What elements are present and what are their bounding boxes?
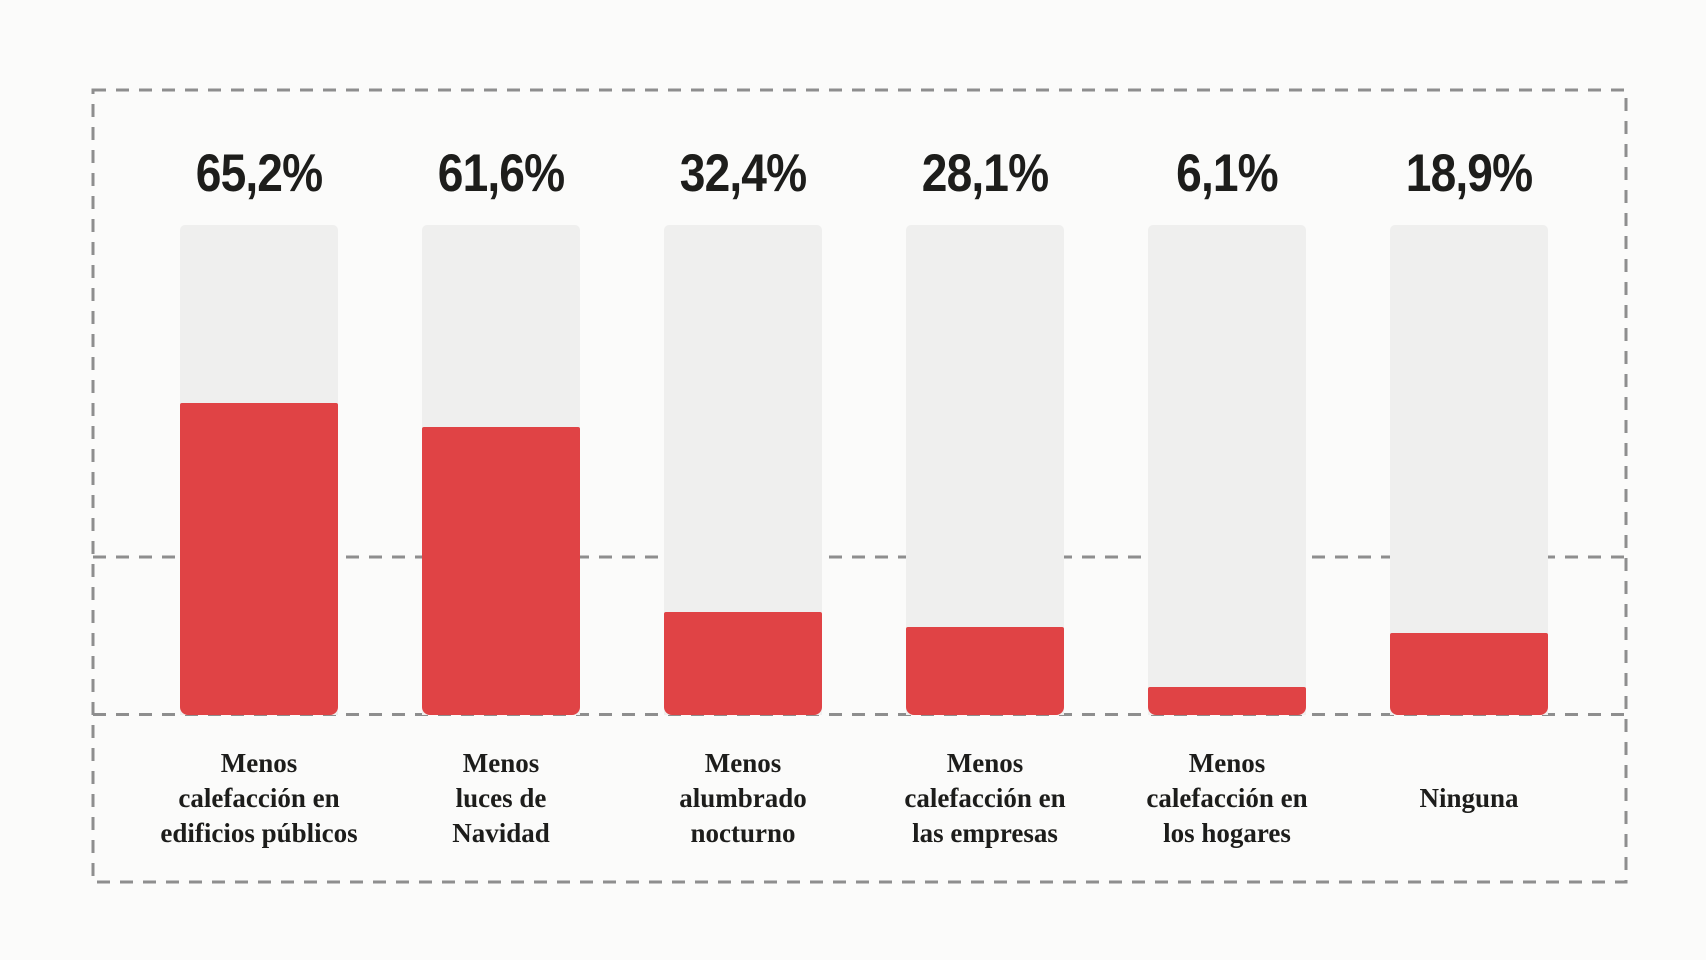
bar-fill — [906, 627, 1064, 715]
bar-value-label: 65,2% — [195, 144, 323, 203]
bar-value-label: 18,9% — [1405, 144, 1533, 203]
bar-category-label: Ninguna — [1419, 782, 1519, 813]
bar-track — [1390, 225, 1548, 715]
bar-category-label: Menos luces de Navidad — [452, 747, 550, 848]
bar-track — [664, 225, 822, 715]
dashed-frame-border — [91, 88, 1628, 884]
bar-fill — [1148, 687, 1306, 715]
bar-fill — [1390, 633, 1548, 715]
bar-value-label: 28,1% — [921, 144, 1049, 203]
bar-value-label: 61,6% — [437, 144, 565, 203]
bar-value-label: 32,4% — [679, 144, 807, 203]
bar-track — [906, 225, 1064, 715]
bar-track — [1148, 225, 1306, 715]
bar-category-label: Menos calefacción en los hogares — [1146, 747, 1308, 848]
bar-track — [180, 225, 338, 715]
bar-fill — [180, 403, 338, 715]
bar-category-label: Menos alumbrado nocturno — [679, 747, 807, 848]
bar-category-label: Menos calefacción en edificios públicos — [160, 747, 358, 848]
bar-track — [422, 225, 580, 715]
bar-category-label: Menos calefacción en las empresas — [904, 747, 1066, 848]
bar-fill — [422, 427, 580, 715]
bar-fill — [664, 612, 822, 715]
bar-value-label: 6,1% — [1176, 144, 1278, 203]
